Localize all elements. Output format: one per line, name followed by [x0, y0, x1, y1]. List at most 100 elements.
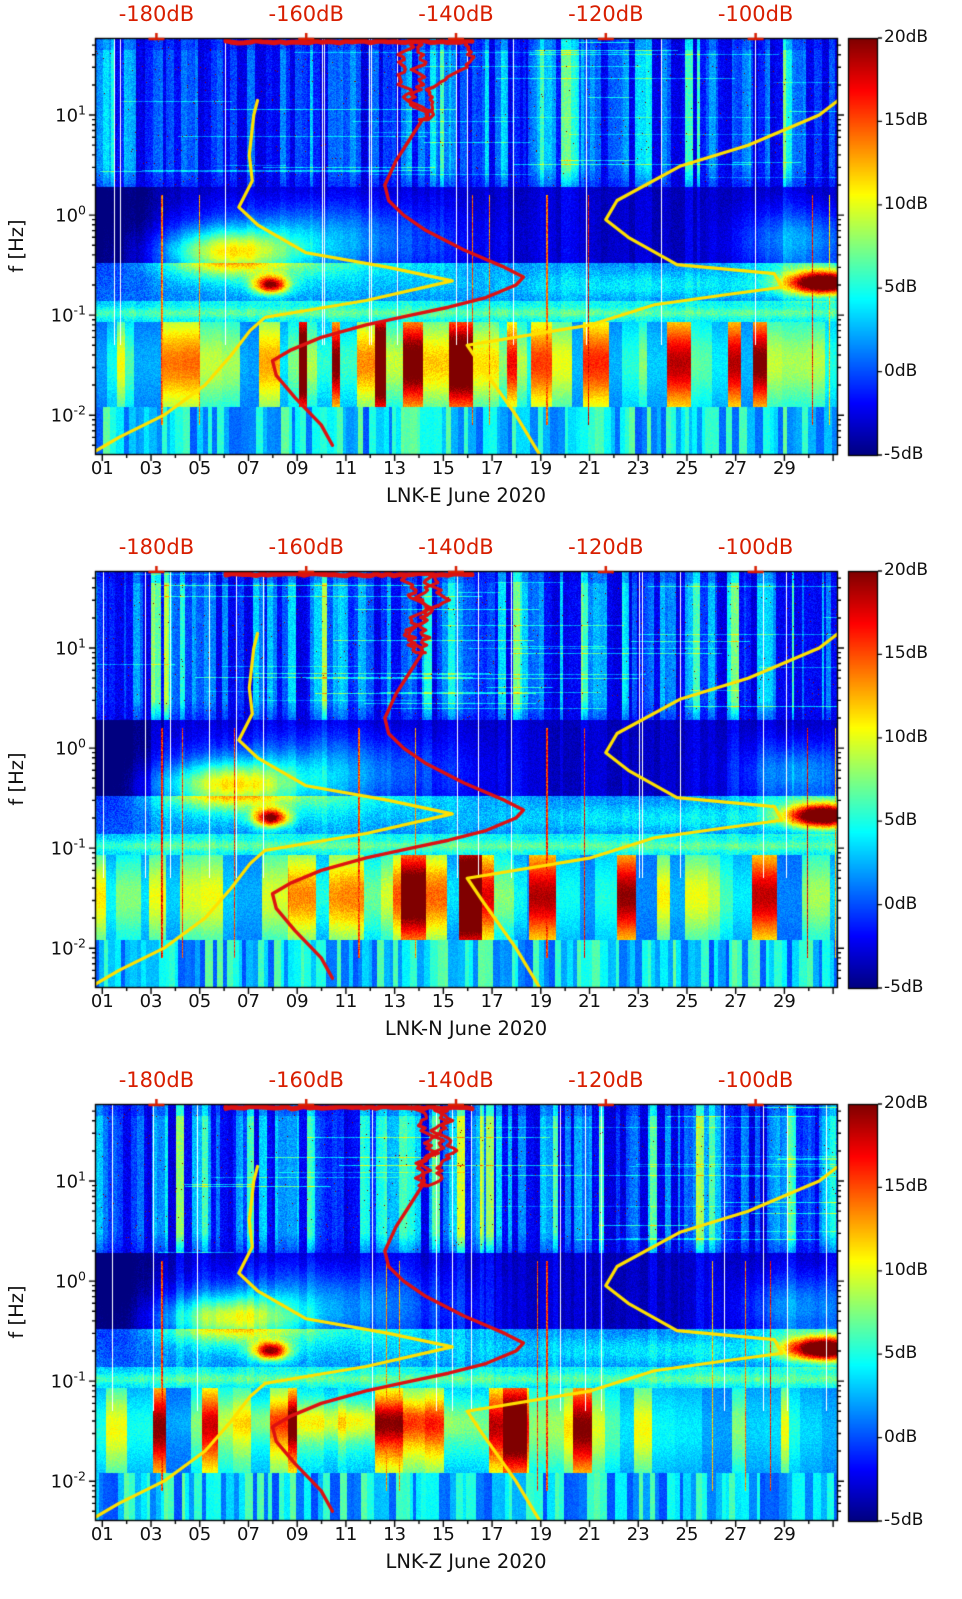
spectrogram-canvas-lnk-n	[0, 533, 962, 1066]
x-tick-label: 23	[626, 458, 650, 479]
y-tick-mantissa: 10	[55, 1171, 79, 1193]
y-tick-exponent: -1	[73, 1368, 86, 1384]
y-tick-label: 100	[55, 737, 86, 760]
colorbar-tick-label: 10dB	[884, 1259, 929, 1280]
y-axis-label: f [Hz]	[4, 752, 28, 806]
x-tick-label: 13	[383, 1524, 407, 1545]
y-tick-mantissa: 10	[50, 305, 74, 327]
x-tick-label: 25	[675, 458, 699, 479]
x-tick-label: 05	[188, 458, 212, 479]
x-tick-label: 17	[480, 1524, 504, 1545]
colorbar-tick-label: 10dB	[884, 193, 929, 214]
x-tick-label: 25	[675, 1524, 699, 1545]
y-tick-mantissa: 10	[55, 105, 79, 127]
x-tick-label: 29	[772, 458, 796, 479]
y-tick-exponent: -2	[73, 1468, 86, 1484]
top-axis-tick-label: -140dB	[418, 2, 494, 26]
x-tick-label: 03	[139, 1524, 163, 1545]
x-tick-label: 21	[578, 458, 601, 479]
x-tick-label: 07	[237, 991, 260, 1012]
x-axis-title: LNK-Z June 2020	[385, 1550, 547, 1573]
x-tick-label: 13	[383, 458, 407, 479]
x-tick-label: 15	[431, 991, 455, 1012]
y-tick-mantissa: 10	[50, 1371, 74, 1393]
x-tick-label: 05	[188, 991, 212, 1012]
colorbar-tick-label: -5dB	[884, 444, 924, 465]
x-tick-label: 03	[139, 458, 163, 479]
y-tick-label: 10-1	[51, 1370, 86, 1393]
colorbar-tick-label: 20dB	[884, 560, 929, 581]
colorbar-tick-label: 20dB	[884, 1093, 929, 1114]
top-axis-tick-label: -180dB	[118, 535, 195, 559]
x-tick-label: 11	[334, 991, 358, 1012]
y-tick-exponent: -1	[73, 302, 86, 318]
x-tick-label: 21	[578, 1524, 601, 1545]
panel-lnk-z: f [Hz] LNK-Z June 2020 -180dB -160dB -140d…	[0, 1066, 962, 1599]
x-tick-label: 01	[90, 458, 114, 479]
y-tick-mantissa: 10	[55, 205, 79, 227]
spectrogram-canvas-lnk-e	[0, 0, 962, 533]
x-tick-label: 17	[480, 458, 504, 479]
panel-lnk-n: f [Hz] LNK-N June 2020 -180dB -160dB -140d…	[0, 533, 962, 1066]
y-axis-label: f [Hz]	[4, 219, 28, 273]
x-tick-label: 27	[724, 1524, 748, 1545]
x-tick-label: 13	[383, 991, 407, 1012]
y-tick-label: 10-2	[51, 937, 86, 960]
colorbar-tick-label: 20dB	[884, 27, 929, 48]
colorbar-tick-label: 5dB	[884, 1343, 918, 1364]
x-tick-label: 29	[772, 1524, 796, 1545]
colorbar-tick-label: 5dB	[884, 810, 918, 831]
x-tick-label: 15	[431, 1524, 455, 1545]
y-tick-label: 101	[55, 1170, 86, 1193]
x-tick-label: 21	[578, 991, 601, 1012]
top-axis-tick-label: -140dB	[418, 535, 494, 559]
x-tick-label: 27	[724, 458, 748, 479]
x-axis-title: LNK-E June 2020	[385, 484, 547, 507]
y-tick-mantissa: 10	[50, 405, 74, 427]
colorbar-tick-label: 5dB	[884, 277, 918, 298]
x-tick-label: 07	[237, 458, 260, 479]
y-tick-label: 101	[55, 104, 86, 127]
colorbar-tick-label: 0dB	[884, 360, 918, 381]
x-tick-label: 23	[626, 991, 650, 1012]
top-axis-tick-label: -160dB	[268, 2, 344, 26]
y-tick-exponent: 1	[78, 1168, 86, 1184]
colorbar-tick-label: 10dB	[884, 726, 929, 747]
x-tick-label: 11	[334, 458, 358, 479]
top-axis-tick-label: -100dB	[717, 2, 794, 26]
x-tick-label: 05	[188, 1524, 212, 1545]
x-tick-label: 07	[237, 1524, 260, 1545]
y-tick-mantissa: 10	[55, 1271, 79, 1293]
y-tick-mantissa: 10	[55, 638, 79, 660]
x-tick-label: 09	[285, 991, 309, 1012]
colorbar-tick-label: -5dB	[884, 1510, 924, 1531]
top-axis-tick-label: -120dB	[568, 535, 644, 559]
y-tick-exponent: -2	[73, 402, 86, 418]
y-tick-exponent: 1	[78, 102, 86, 118]
y-tick-exponent: 1	[78, 635, 86, 651]
x-axis-title: LNK-N June 2020	[384, 1017, 548, 1040]
y-tick-label: 100	[55, 1270, 86, 1293]
top-axis-tick-label: -160dB	[268, 535, 344, 559]
colorbar-tick-label: 0dB	[884, 1426, 918, 1447]
x-tick-label: 19	[529, 458, 553, 479]
y-tick-exponent: 0	[78, 202, 86, 218]
y-tick-exponent: -1	[73, 835, 86, 851]
y-tick-mantissa: 10	[50, 838, 74, 860]
x-tick-label: 09	[285, 458, 309, 479]
top-axis-tick-label: -140dB	[418, 1068, 494, 1092]
colorbar-tick-label: -5dB	[884, 977, 924, 998]
x-tick-label: 29	[772, 991, 796, 1012]
y-tick-label: 10-1	[51, 304, 86, 327]
colorbar-tick-label: 15dB	[884, 110, 929, 131]
y-tick-exponent: -2	[73, 935, 86, 951]
y-tick-label: 10-1	[51, 837, 86, 860]
top-axis-tick-label: -160dB	[268, 1068, 344, 1092]
colorbar-tick-label: 15dB	[884, 1176, 929, 1197]
x-tick-label: 19	[529, 1524, 553, 1545]
x-tick-label: 25	[675, 991, 699, 1012]
y-tick-mantissa: 10	[50, 1471, 74, 1493]
y-tick-label: 10-2	[51, 1470, 86, 1493]
top-axis-tick-label: -100dB	[717, 535, 794, 559]
